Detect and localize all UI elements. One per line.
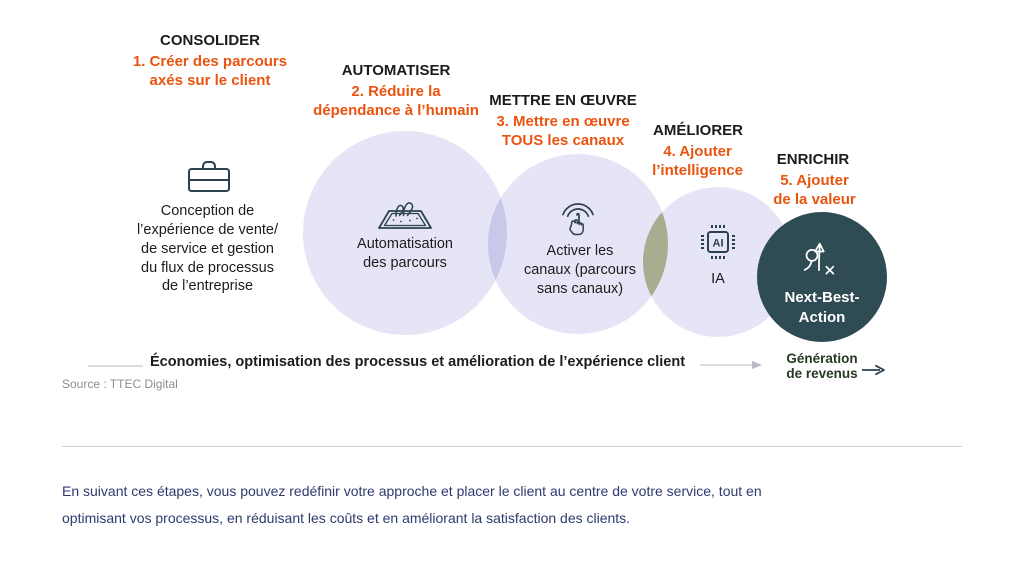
svg-text:AI: AI <box>713 238 724 250</box>
